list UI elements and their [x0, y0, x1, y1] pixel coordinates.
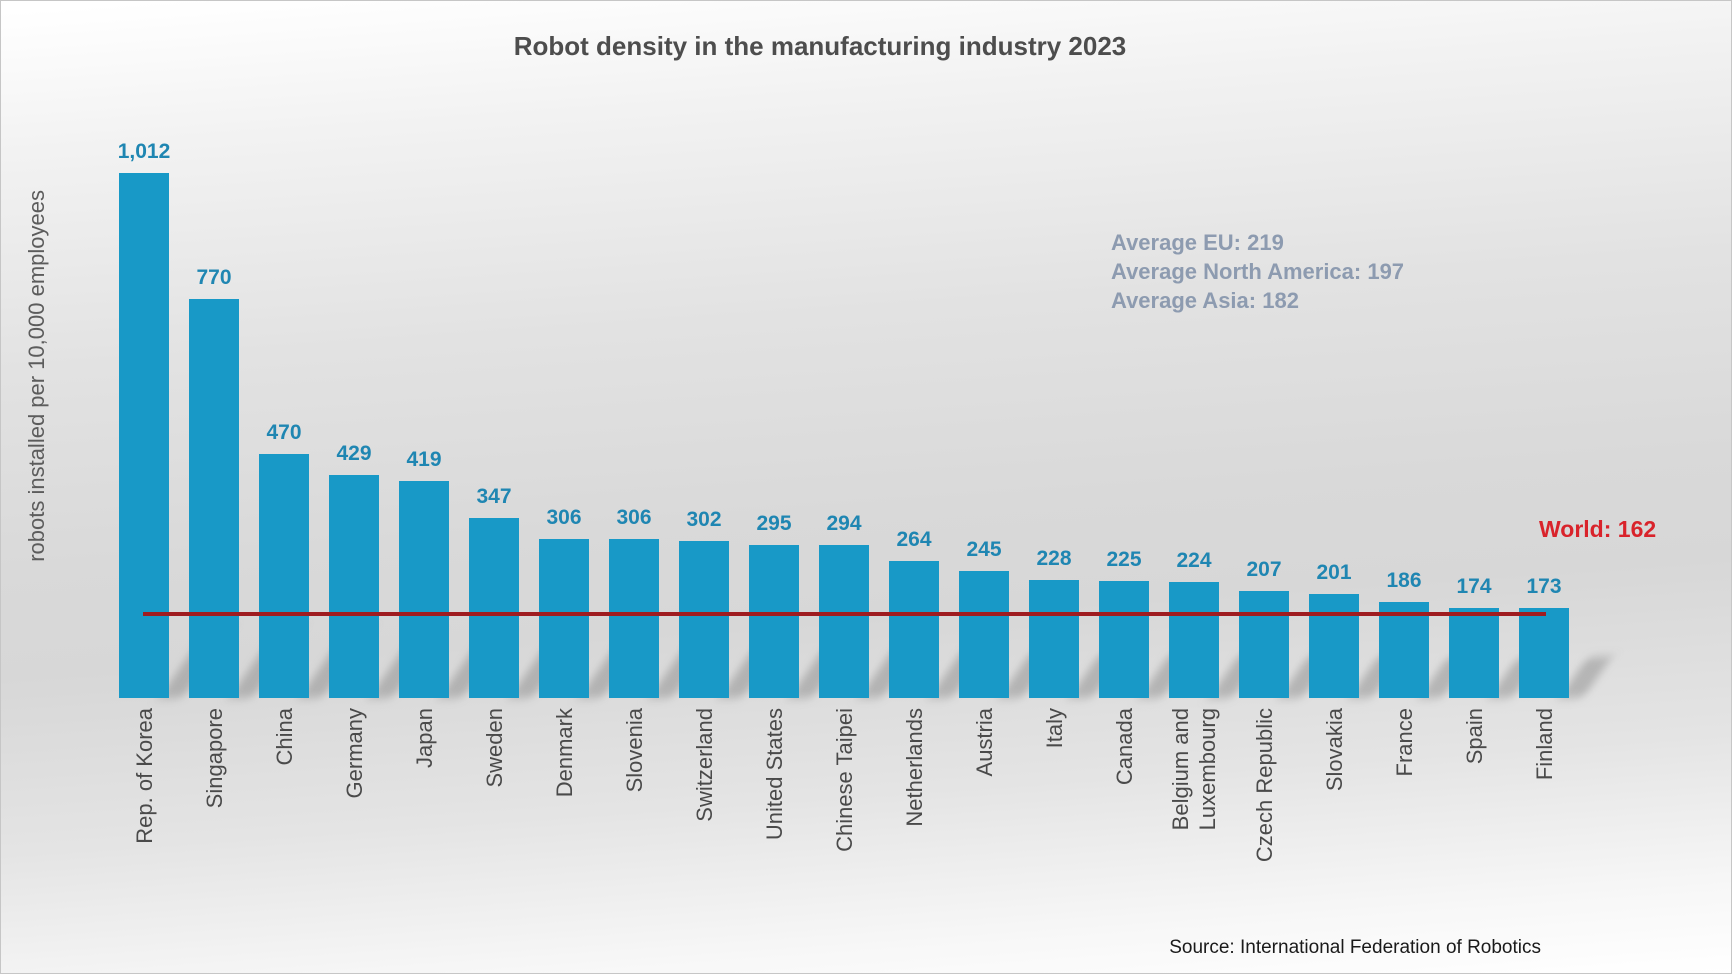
bar-category-label-text: Singapore	[201, 708, 227, 809]
average-north-america-text: Average North America: 197	[1111, 259, 1405, 284]
bar-category-label-text: Denmark	[551, 708, 577, 798]
bar-chinese-taipei	[819, 545, 869, 698]
bar-finland	[1519, 608, 1569, 698]
bar-value-label: 419	[406, 448, 442, 471]
bar-value-label: 770	[196, 266, 232, 289]
bar-category-label-text: Sweden	[481, 708, 507, 788]
world-average-label: World: 162	[1539, 516, 1657, 542]
bar-category-label: Finland	[1496, 708, 1592, 948]
bar-value-label: 173	[1526, 575, 1562, 598]
bar-sweden	[469, 518, 519, 698]
bar-japan	[399, 481, 449, 698]
bar-category-label-text: China	[271, 708, 297, 766]
bar-value-label: 1,012	[117, 140, 171, 163]
region-averages-annotation: Average EU: 219 Average North America: 1…	[1111, 228, 1404, 315]
bar-value-label: 225	[1106, 548, 1142, 571]
bar-category-label-text: France	[1391, 708, 1417, 777]
bar-value-label: 264	[896, 528, 932, 551]
y-axis-label-text: robots installed per 10,000 employees	[24, 190, 49, 562]
bar-category-label-text: United States	[761, 708, 787, 841]
bar-value-label: 224	[1176, 549, 1212, 572]
bar-value-label: 228	[1036, 547, 1072, 570]
average-eu-text: Average EU: 219	[1111, 230, 1284, 255]
bar-germany	[329, 475, 379, 698]
average-asia-text: Average Asia: 182	[1111, 288, 1299, 313]
world-reference-line	[143, 612, 1546, 616]
bar-value-label: 470	[266, 421, 302, 444]
bar-category-label-text: Canada	[1111, 708, 1137, 786]
bar-france	[1379, 602, 1429, 698]
bar-category-label-text: Finland	[1531, 708, 1557, 781]
bar-slovakia	[1309, 594, 1359, 698]
bar-singapore	[189, 299, 239, 698]
bar-austria	[959, 571, 1009, 698]
bar-china	[259, 454, 309, 698]
bar-value-label: 294	[826, 512, 862, 535]
bar-denmark	[539, 539, 589, 698]
bar-value-label: 174	[1456, 575, 1492, 598]
bar-value-label: 201	[1316, 561, 1352, 584]
bar-slovenia	[609, 539, 659, 698]
bar-value-label: 186	[1386, 569, 1422, 592]
bar-category-label-text: Italy	[1041, 708, 1067, 749]
bar-category-label-text: Slovenia	[621, 708, 647, 793]
y-axis-label: robots installed per 10,000 employees	[13, 151, 61, 601]
bar-value-label: 429	[336, 442, 372, 465]
bar-value-label: 347	[476, 485, 512, 508]
bar-value-label: 302	[686, 508, 722, 531]
bar-italy	[1029, 580, 1079, 698]
bar-value-label: 306	[616, 506, 652, 529]
bar-category-label-text: Switzerland	[691, 708, 717, 822]
source-note: Source: International Federation of Robo…	[1169, 937, 1541, 958]
bar-czech-republic	[1239, 591, 1289, 698]
bar-category-label-text: Japan	[411, 708, 437, 768]
bar-category-label-text: Chinese Taipei	[831, 708, 857, 852]
bar-category-label-text: Netherlands	[901, 708, 927, 827]
bar-value-label: 295	[756, 512, 792, 535]
bar-united-states	[749, 545, 799, 698]
bar-value-label: 245	[966, 538, 1002, 561]
bar-category-label-text: Belgium and Luxembourg	[1168, 708, 1220, 831]
bar-rep.-of-korea	[119, 173, 169, 698]
bar-canada	[1099, 581, 1149, 698]
bar-value-label: 306	[546, 506, 582, 529]
bar-category-label-text: Rep. of Korea	[131, 708, 157, 844]
bar-spain	[1449, 608, 1499, 698]
chart-title: Robot density in the manufacturing indus…	[513, 31, 1127, 61]
bar-switzerland	[679, 541, 729, 698]
bar-value-label: 207	[1246, 558, 1282, 581]
bar-netherlands	[889, 561, 939, 698]
bar-category-label-text: Germany	[341, 708, 367, 799]
bar-category-label-text: Spain	[1461, 708, 1487, 765]
bar-category-label-text: Czech Republic	[1251, 708, 1277, 863]
bar-category-label-text: Slovakia	[1321, 708, 1347, 792]
bar-belgium-and-luxembourg	[1169, 582, 1219, 698]
bar-category-label-text: Austria	[971, 708, 997, 777]
